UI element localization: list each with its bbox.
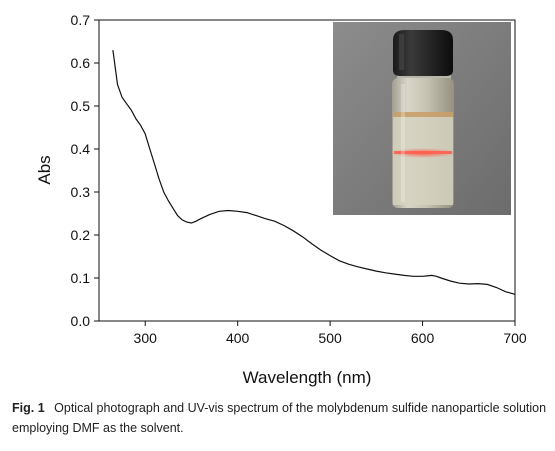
y-tick-label: 0.6 [71, 55, 91, 71]
caption-text: Optical photograph and UV-vis spectrum o… [12, 401, 547, 435]
y-axis-label: Abs [35, 155, 54, 184]
x-tick-label: 300 [134, 330, 158, 346]
x-axis-label: Wavelength (nm) [243, 368, 372, 387]
plot-frame [98, 19, 516, 322]
y-axis: 0.0 0.1 0.2 0.3 0.4 0.5 0.6 0.7 [71, 12, 99, 329]
y-tick-label: 0.5 [71, 98, 91, 114]
y-tick-label: 0.0 [71, 313, 91, 329]
y-tick-label: 0.1 [71, 270, 91, 286]
y-tick-label: 0.3 [71, 184, 91, 200]
uv-vis-chart: 0.0 0.1 0.2 0.3 0.4 0.5 0.6 0.7 300 400 500 600 700… [35, 12, 527, 387]
x-tick-label: 700 [503, 330, 527, 346]
x-tick-label: 600 [411, 330, 435, 346]
y-tick-label: 0.4 [71, 141, 91, 157]
y-tick-label: 0.2 [71, 227, 91, 243]
vial-photo [333, 22, 511, 215]
spectrum-line [112, 50, 516, 295]
x-tick-label: 500 [318, 330, 342, 346]
caption-label: Fig. 1 [12, 401, 45, 415]
x-tick-label: 400 [226, 330, 250, 346]
y-tick-label: 0.7 [71, 12, 91, 28]
figure-caption: Fig. 1 Optical photograph and UV-vis spe… [12, 398, 547, 438]
x-axis: 300 400 500 600 700 [134, 321, 527, 346]
